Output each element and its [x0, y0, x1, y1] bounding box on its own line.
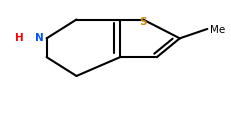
- Text: S: S: [139, 17, 147, 27]
- Text: Me: Me: [210, 25, 225, 35]
- Text: N: N: [35, 33, 44, 43]
- Text: H: H: [15, 33, 23, 43]
